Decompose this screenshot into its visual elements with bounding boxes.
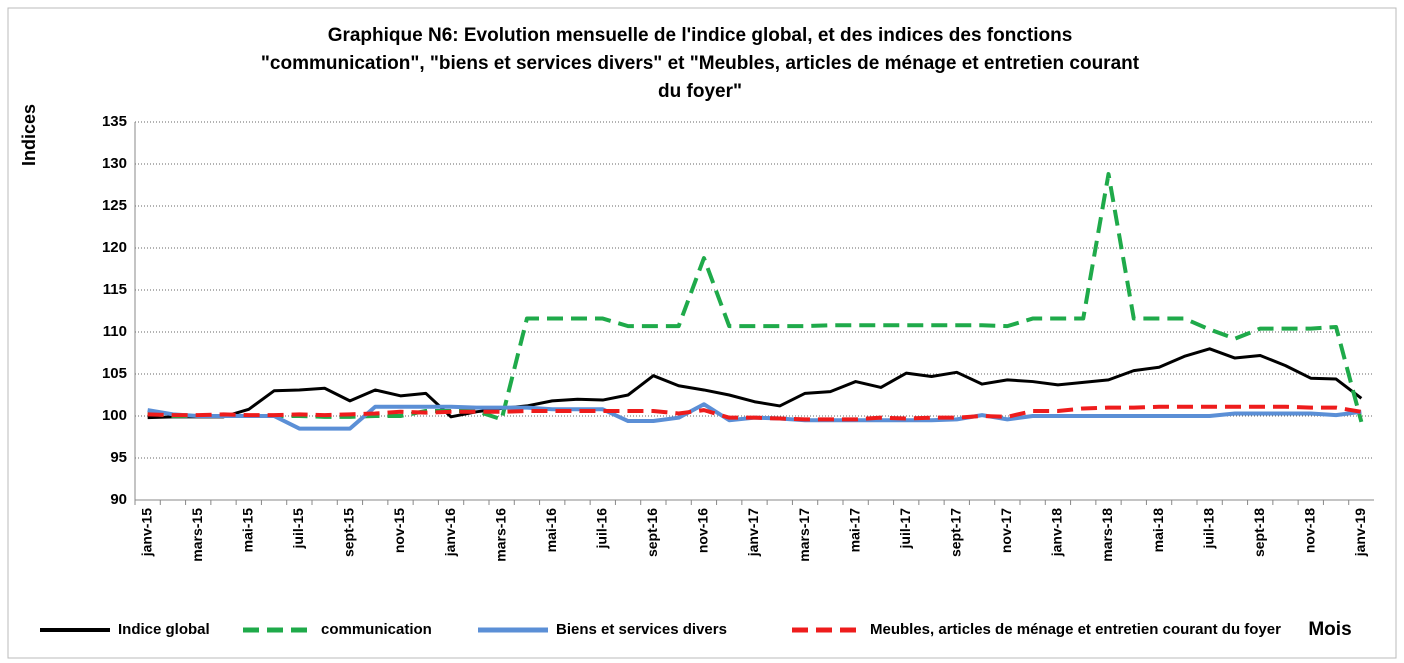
x-tick-label: mai-16 — [543, 508, 559, 553]
chart-title: du foyer" — [658, 81, 742, 102]
legend-label: Biens et services divers — [556, 621, 727, 638]
legend-label: Indice global — [118, 621, 210, 638]
y-tick-label: 120 — [102, 239, 127, 256]
x-tick-label: juil-18 — [1200, 508, 1216, 550]
series-line — [147, 404, 1362, 422]
y-tick-label: 100 — [102, 407, 127, 424]
x-tick-label: mars-16 — [492, 508, 508, 562]
y-tick-label: 110 — [103, 323, 127, 340]
x-tick-label: janv-17 — [745, 508, 761, 557]
y-tick-label: 135 — [102, 113, 127, 130]
x-tick-label: sept-16 — [644, 508, 660, 557]
x-tick-label: mars-15 — [189, 508, 205, 562]
x-tick-label: janv-18 — [1049, 508, 1065, 557]
x-tick-label: mars-18 — [1099, 508, 1115, 562]
x-tick-label: sept-17 — [947, 508, 963, 557]
chart-title: Graphique N6: Evolution mensuelle de l'i… — [328, 25, 1073, 46]
series-line — [147, 347, 1363, 420]
y-tick-label: 125 — [102, 197, 127, 214]
y-tick-label: 95 — [110, 449, 127, 466]
x-tick-label: juil-16 — [593, 508, 609, 550]
y-tick-label: 130 — [102, 155, 127, 172]
x-tick-label: juil-15 — [290, 508, 306, 550]
x-tick-label: janv-19 — [1352, 508, 1368, 557]
x-tick-label: mars-17 — [796, 508, 812, 562]
series-line — [147, 172, 1364, 423]
legend-label: Meubles, articles de ménage et entretien… — [870, 621, 1281, 638]
chart-title: "communication", "biens et services dive… — [261, 53, 1140, 74]
x-tick-label: sept-18 — [1251, 508, 1267, 557]
x-tick-label: mai-15 — [239, 508, 255, 553]
y-tick-label: 105 — [102, 365, 127, 382]
x-tick-label: mai-18 — [1150, 508, 1166, 553]
x-axis-label: Mois — [1308, 619, 1351, 640]
x-tick-label: nov-17 — [998, 508, 1014, 553]
x-tick-label: nov-18 — [1301, 508, 1317, 553]
y-tick-label: 115 — [103, 281, 127, 298]
x-tick-label: janv-15 — [138, 508, 154, 557]
legend-label: communication — [321, 621, 432, 638]
y-tick-label: 90 — [110, 491, 127, 508]
y-axis-label: Indices — [19, 104, 39, 166]
x-tick-label: nov-15 — [391, 508, 407, 553]
x-tick-label: sept-15 — [341, 508, 357, 557]
x-tick-label: mai-17 — [846, 508, 862, 553]
x-tick-label: juil-17 — [897, 508, 913, 550]
chart-border — [7, 7, 1397, 659]
x-tick-label: janv-16 — [442, 508, 458, 557]
x-tick-label: nov-16 — [695, 508, 711, 553]
